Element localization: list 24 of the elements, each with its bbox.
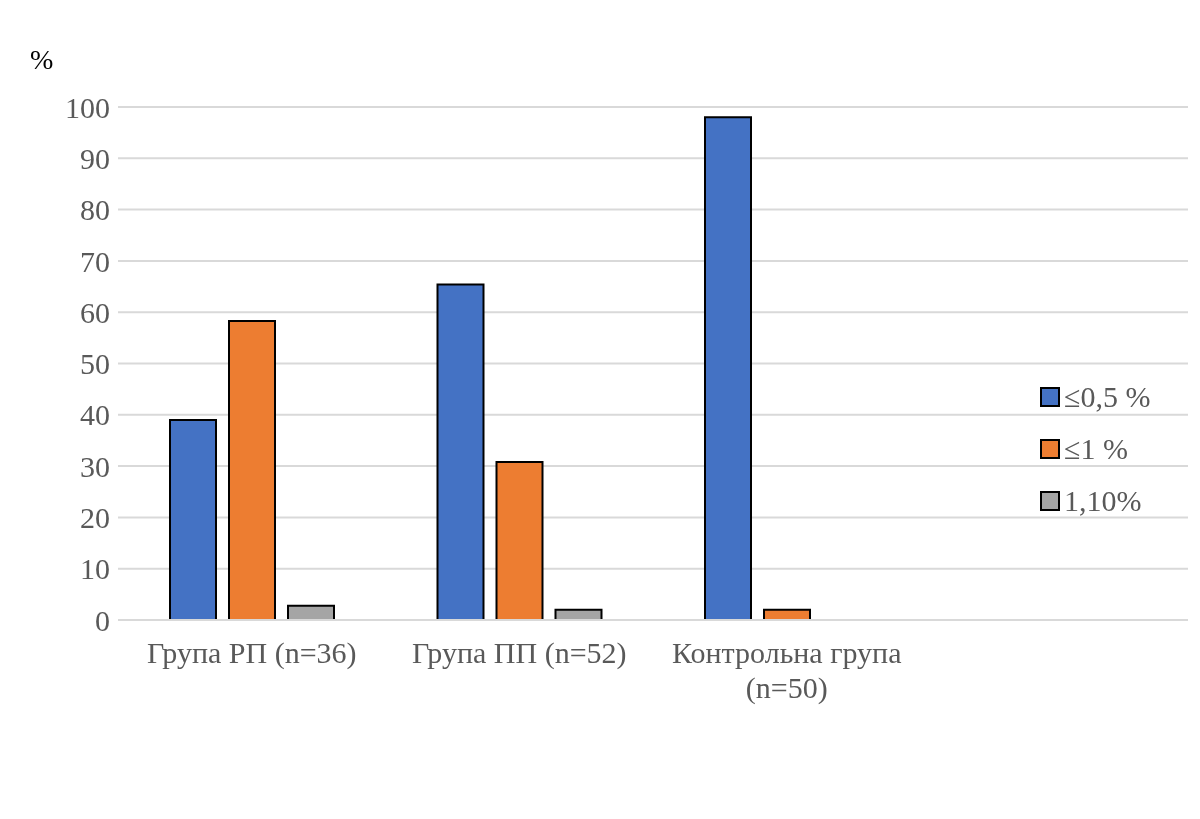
y-tick-label: 70 <box>80 244 110 278</box>
y-tick-label: 50 <box>80 347 110 381</box>
y-tick-label: 100 <box>65 90 110 124</box>
bar <box>228 319 276 620</box>
y-tick-label: 0 <box>95 603 110 637</box>
legend-label: 1,10% <box>1064 483 1142 519</box>
y-tick-label: 40 <box>80 398 110 432</box>
legend-label: ≤1 % <box>1064 431 1128 467</box>
y-tick-label: 60 <box>80 295 110 329</box>
y-tick-label: 30 <box>80 449 110 483</box>
bar <box>495 461 544 620</box>
y-tick-label: 10 <box>80 552 110 586</box>
bar <box>436 283 485 620</box>
y-tick-label: 80 <box>80 193 110 227</box>
bar <box>287 604 335 620</box>
bar <box>704 116 752 620</box>
x-tick-label: Контрольна група (n=50) <box>672 636 902 705</box>
y-tick-label: 20 <box>80 501 110 535</box>
x-tick-label: Група ПП (n=52) <box>411 636 627 670</box>
y-tick-label: 90 <box>80 141 110 175</box>
y-axis-title: % <box>30 44 54 76</box>
x-tick-label: Група РП (n=36) <box>146 636 357 670</box>
bar <box>169 418 217 620</box>
legend-label: ≤0,5 % <box>1064 379 1151 415</box>
